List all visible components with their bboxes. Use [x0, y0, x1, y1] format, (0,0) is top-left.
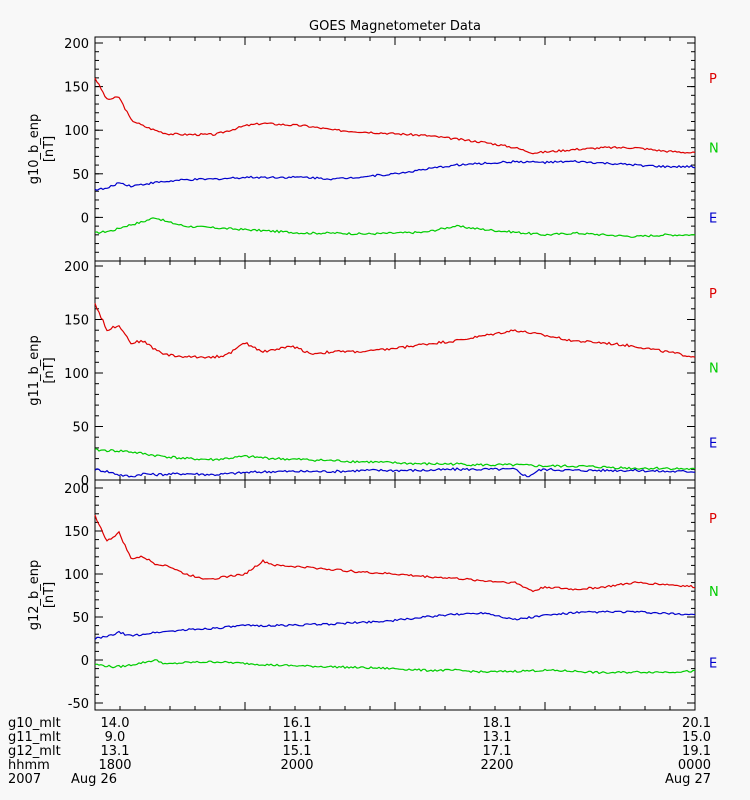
- series-line-n: [94, 159, 696, 191]
- x-row-value: 2000: [280, 758, 313, 773]
- y-tick-label: 0: [81, 474, 89, 489]
- x-row-value: 13.1: [483, 730, 512, 745]
- series-line-n: [94, 448, 696, 471]
- y-tick-label: -50: [68, 697, 89, 712]
- y-axis-label: g11_b_enp: [27, 335, 42, 406]
- series-line-e: [94, 467, 696, 478]
- x-row-value: 19.1: [682, 744, 711, 759]
- x-row-value: 18.1: [483, 716, 512, 731]
- y-tick-label: 0: [81, 654, 89, 669]
- x-row-value: 14.0: [101, 716, 130, 731]
- x-row-value: Aug 27: [665, 772, 711, 787]
- y-tick-label: 100: [64, 568, 89, 583]
- chart-title: GOES Magnetometer Data: [309, 19, 481, 34]
- series-legend-n: N: [709, 142, 719, 157]
- x-row-value: 17.1: [483, 744, 512, 759]
- x-row-value: 11.1: [283, 730, 312, 745]
- y-axis-unit: [nT]: [42, 582, 57, 608]
- series-line-p: [94, 514, 696, 593]
- y-axis-unit: [nT]: [42, 357, 57, 383]
- y-tick-label: 100: [64, 124, 89, 139]
- series-line-e: [94, 217, 696, 238]
- y-tick-label: 0: [81, 211, 89, 226]
- y-tick-label: 100: [64, 367, 89, 382]
- y-tick-label: 150: [64, 81, 89, 96]
- x-row-value: 0000: [678, 758, 711, 773]
- y-tick-label: 50: [72, 421, 89, 436]
- y-tick-label: 200: [64, 260, 89, 275]
- x-row-name: g10_mlt: [8, 716, 61, 731]
- x-row-value: 15.1: [283, 744, 312, 759]
- x-row-value: 13.1: [101, 744, 130, 759]
- y-axis-label: g10_b_enp: [27, 114, 42, 185]
- x-row-name: g12_mlt: [8, 744, 61, 759]
- y-tick-label: 200: [64, 37, 89, 52]
- x-axis-labels: g10_mlt 14.0 16.1 18.1 20.1 g11_mlt 9.0 11.1 13.…: [8, 716, 711, 787]
- x-row-value: Aug 26: [71, 772, 117, 787]
- x-row-name: 2007: [8, 772, 41, 787]
- y-tick-label: 200: [64, 482, 89, 497]
- y-tick-label: 150: [64, 314, 89, 329]
- panel-3: -50 0 50 100 150 200 g12_b_enp [nT] P N E: [27, 479, 719, 712]
- y-axis-label: g12_b_enp: [27, 560, 42, 631]
- x-row-value: 2200: [480, 758, 513, 773]
- series-legend-e: E: [709, 211, 717, 226]
- x-row-value: 20.1: [682, 716, 711, 731]
- series-legend-n: N: [709, 585, 719, 600]
- panel-2: 0 50 100 150 200 g11_b_enp [nT] P N E: [27, 260, 719, 489]
- series-line-n: [94, 610, 696, 640]
- series-legend-e: E: [709, 437, 717, 452]
- panel-1: 0 50 100 150 200 g10_b_enp [nT] P N E: [27, 36, 719, 262]
- x-row-value: 1800: [98, 758, 131, 773]
- series-legend-p: P: [709, 512, 717, 527]
- x-row-name: hhmm: [8, 758, 50, 773]
- y-axis-unit: [nT]: [42, 136, 57, 162]
- x-row-name: g11_mlt: [8, 730, 61, 745]
- series-legend-n: N: [709, 362, 719, 377]
- series-legend-p: P: [709, 287, 717, 302]
- series-line-e: [94, 659, 696, 675]
- y-tick-label: 150: [64, 525, 89, 540]
- series-line-p: [94, 303, 696, 359]
- x-row-value: 16.1: [283, 716, 312, 731]
- y-tick-label: 50: [72, 611, 89, 626]
- x-row-value: 15.0: [682, 730, 711, 745]
- y-tick-label: 50: [72, 168, 89, 183]
- series-legend-e: E: [709, 657, 717, 672]
- series-legend-p: P: [709, 72, 717, 87]
- x-row-value: 9.0: [105, 730, 126, 745]
- series-line-p: [94, 77, 696, 155]
